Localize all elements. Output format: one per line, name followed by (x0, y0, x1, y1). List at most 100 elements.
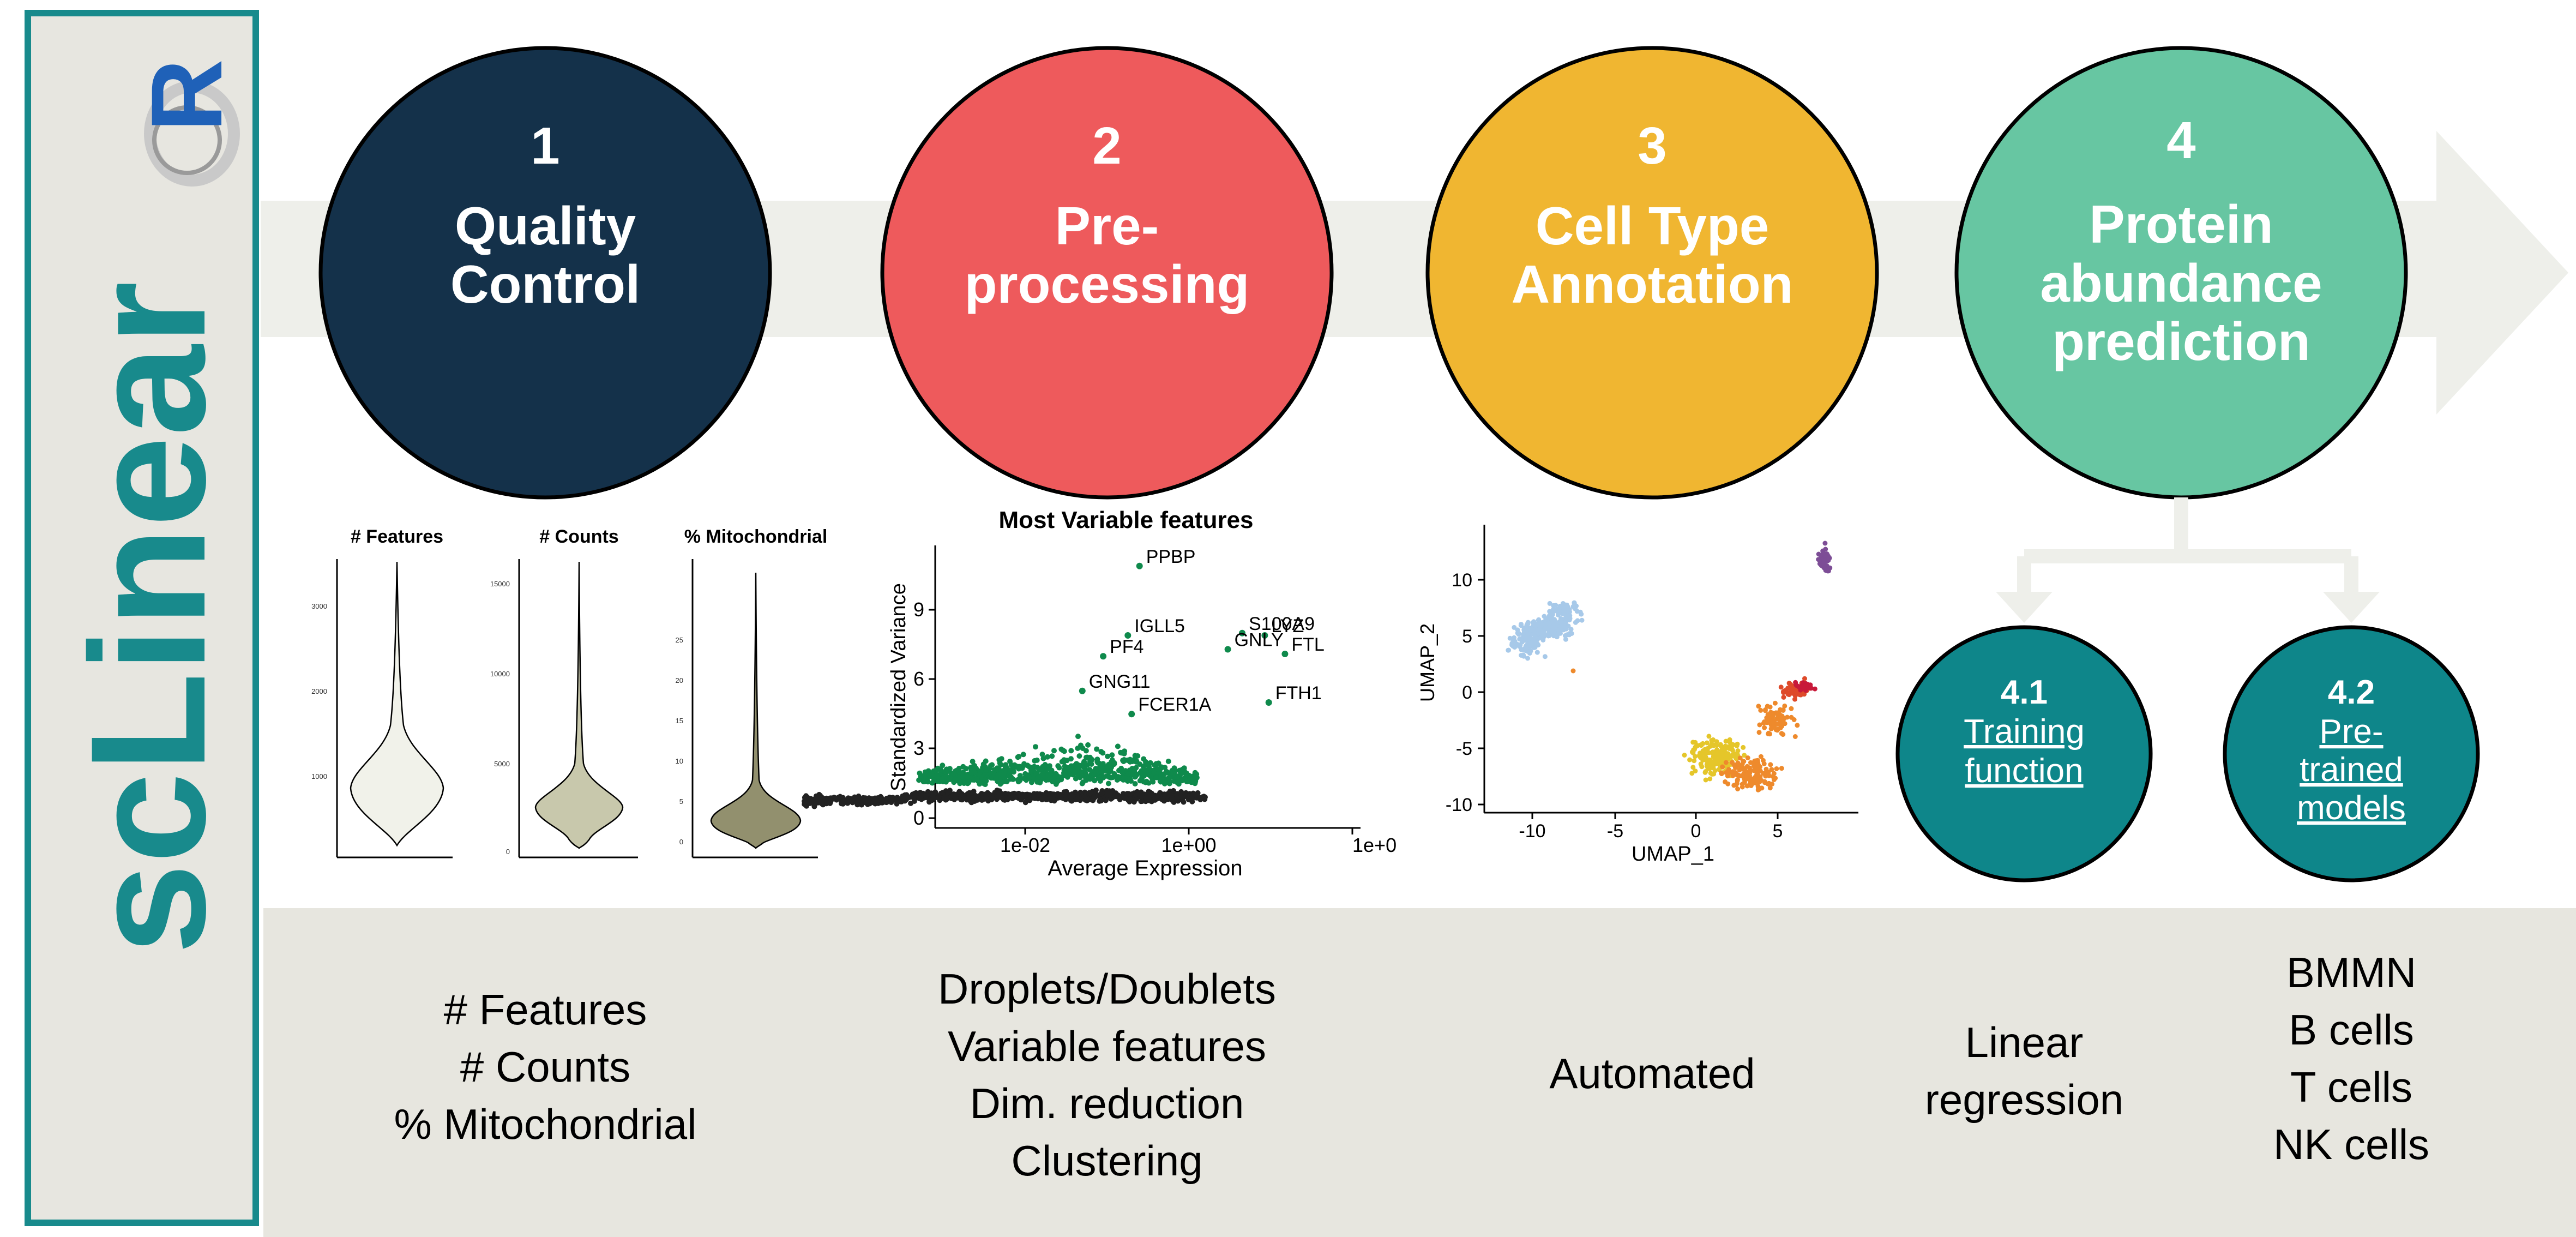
pretrained-models-link-line-1[interactable]: Pre- (2319, 713, 2383, 750)
umap-point (1757, 722, 1762, 728)
umap-point (1562, 633, 1568, 638)
violin-title-features: # Features (351, 526, 443, 547)
vf-gene-point (1281, 651, 1289, 657)
vf-point (952, 777, 958, 783)
umap-point (1524, 633, 1530, 639)
sidebar-frame (25, 10, 259, 1226)
umap-point (1730, 769, 1736, 774)
umap-point (1781, 716, 1787, 721)
umap-point (1758, 774, 1763, 779)
vf-point (1162, 765, 1168, 771)
variable-features-title: Most Variable features (998, 507, 1253, 533)
vf-point (878, 795, 884, 801)
vf-point (865, 797, 871, 803)
vf-xlabel: Average Expression (1048, 856, 1242, 880)
vf-gene-point (1100, 653, 1107, 660)
step-4-title-line-3: prediction (2052, 311, 2310, 371)
vf-point (846, 796, 852, 802)
umap-point (1521, 652, 1526, 658)
vf-point (1146, 764, 1152, 770)
vf-point (1040, 755, 1046, 761)
vf-xtick-label: 1e+00 (1161, 834, 1216, 856)
umap-point (1559, 603, 1564, 609)
umap-point (1570, 668, 1576, 674)
vf-xtick-label: 1e+0 (1352, 834, 1397, 856)
vf-point (1060, 747, 1066, 753)
umap-point (1740, 782, 1745, 787)
training-function-link-line-2[interactable]: function (1965, 752, 2083, 790)
umap-point (1779, 720, 1784, 725)
substep-4-2-circle (2223, 625, 2480, 882)
umap-point (1689, 771, 1695, 776)
umap-ytick-label: 10 (1452, 570, 1472, 591)
vf-point (993, 775, 999, 781)
vf-gene-label: LYZ (1271, 616, 1304, 636)
umap-point (1557, 619, 1562, 624)
umap-point (1552, 630, 1557, 636)
vf-gene-label: IGLL5 (1134, 616, 1185, 636)
vf-point (1014, 764, 1020, 770)
umap-point (1519, 647, 1524, 652)
umap-point (1566, 623, 1571, 629)
vf-point (1082, 794, 1088, 800)
vf-point (1046, 777, 1052, 783)
umap-point (1558, 630, 1563, 636)
vf-point (947, 766, 953, 772)
umap-point (1579, 611, 1584, 617)
umap-point (1723, 738, 1729, 744)
vf-point (1178, 794, 1184, 800)
vf-point (1160, 777, 1166, 783)
umap-point (1758, 754, 1764, 759)
vf-point (1039, 752, 1045, 758)
umap-plot: UMAP_2 UMAP_1 10 5 0 -5 -10 -10 -5 0 5 (1416, 525, 1858, 866)
vf-point (974, 776, 980, 782)
umap-x-ticks: -10 -5 0 5 (1519, 813, 1783, 842)
umap-point (1579, 617, 1585, 623)
vf-point (1022, 800, 1028, 806)
umap-point (1719, 770, 1724, 776)
umap-point (1779, 731, 1784, 736)
step-1-number: 1 (531, 117, 559, 175)
umap-point (1525, 656, 1530, 661)
umap-point (1818, 553, 1823, 558)
desc-preprocessing-line-3: Dim. reduction (970, 1079, 1244, 1127)
umap-point (1506, 647, 1511, 653)
vf-point (860, 795, 866, 801)
umap-point (1713, 755, 1718, 761)
violin-plot-features: # Features 1000 2000 3000 (311, 526, 453, 858)
vf-point (934, 772, 940, 778)
vf-point (1044, 766, 1050, 772)
vf-point (1081, 759, 1087, 765)
violin-title-counts: # Counts (539, 526, 618, 547)
pretrained-models-link-line-2[interactable]: trained (2300, 751, 2403, 789)
substep-4-2: 4.2 Pre- trained models (2223, 625, 2480, 882)
umap-point (1568, 627, 1574, 632)
vf-point (822, 797, 828, 803)
vf-point (1094, 746, 1100, 752)
desc-preprocessing-line-2: Variable features (948, 1022, 1266, 1070)
vf-point (1151, 770, 1157, 776)
umap-point (1773, 776, 1778, 781)
pretrained-models-link-line-3[interactable]: models (2297, 789, 2406, 827)
umap-point (1748, 760, 1753, 765)
desc-qc-line-3: % Mitochondrial (394, 1100, 697, 1148)
umap-point (1706, 734, 1712, 739)
umap-point (1735, 777, 1740, 782)
variable-features-plot: Most Variable features Standardized Vari… (802, 507, 1397, 880)
training-function-link-line-1[interactable]: Training (1964, 713, 2085, 750)
umap-point (1546, 633, 1552, 638)
umap-point (1802, 692, 1807, 697)
umap-point (1531, 619, 1537, 624)
umap-point (1710, 749, 1716, 755)
umap-point (1692, 758, 1697, 764)
umap-point (1789, 706, 1794, 711)
vf-point (1051, 748, 1057, 754)
desc-pretrained-line-3: T cells (2290, 1063, 2412, 1111)
umap-point (1721, 746, 1726, 750)
vf-point (1064, 758, 1070, 764)
violin-plot-counts: # Counts 0 5000 10000 15000 (490, 526, 638, 858)
umap-point (1711, 743, 1717, 748)
umap-point (1755, 777, 1760, 783)
umap-point (1778, 684, 1784, 690)
